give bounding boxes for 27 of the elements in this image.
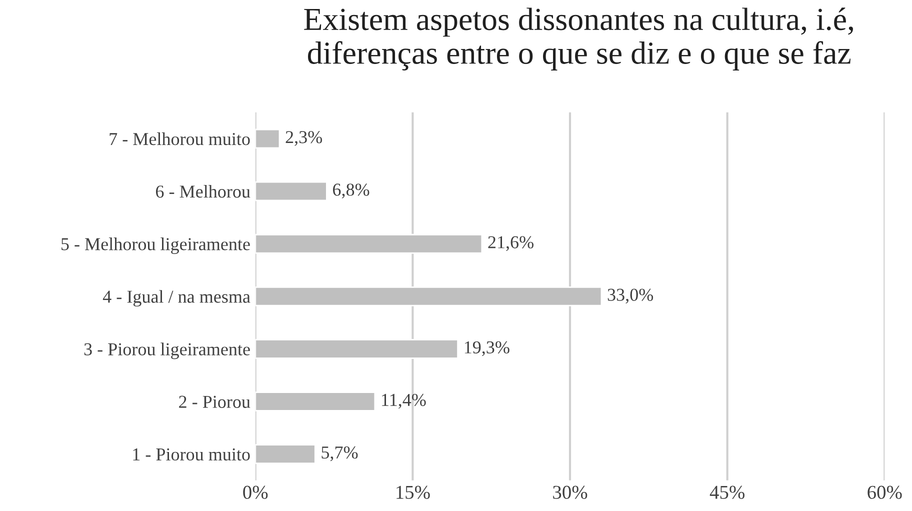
y-tick-label: 1 - Piorou muito — [133, 448, 250, 460]
bar — [255, 339, 458, 359]
y-tick-label: 2 - Piorou — [179, 396, 250, 408]
bar — [255, 392, 376, 412]
y-tick-label: 6 - Melhorou — [156, 184, 250, 198]
x-tick-label: 0% — [243, 486, 268, 499]
bar — [255, 181, 328, 202]
data-label: 21,6% — [488, 236, 534, 251]
data-label: 2,3% — [286, 131, 322, 146]
x-tick-label: 30% — [553, 486, 588, 499]
y-tick-label: 7 - Melhorou muito — [110, 132, 250, 146]
x-tick-label: 15% — [396, 486, 430, 499]
data-label: 19,3% — [464, 341, 510, 356]
data-label: 6,8% — [333, 184, 370, 198]
bar — [255, 444, 316, 464]
y-tick-label: 4 - Igual / na mesma — [102, 290, 250, 307]
x-tick-label: 60% — [868, 486, 902, 499]
data-label: 33,0% — [608, 288, 654, 304]
data-label: 5,7% — [322, 446, 358, 462]
chart-title: Existem aspetos dissonantes na cultura, i.é, diferenças entre o que se diz e o que se faz — [304, 8, 853, 70]
y-tick-label: 3 - Piorou ligeiramente — [84, 342, 250, 360]
x-tick-label: 45% — [710, 486, 744, 499]
bar — [255, 286, 602, 306]
bar — [255, 128, 280, 149]
bar — [255, 234, 483, 254]
data-label: 11,4% — [382, 394, 426, 409]
y-tick-label: 5 - Melhorou ligeiramente — [62, 238, 250, 254]
